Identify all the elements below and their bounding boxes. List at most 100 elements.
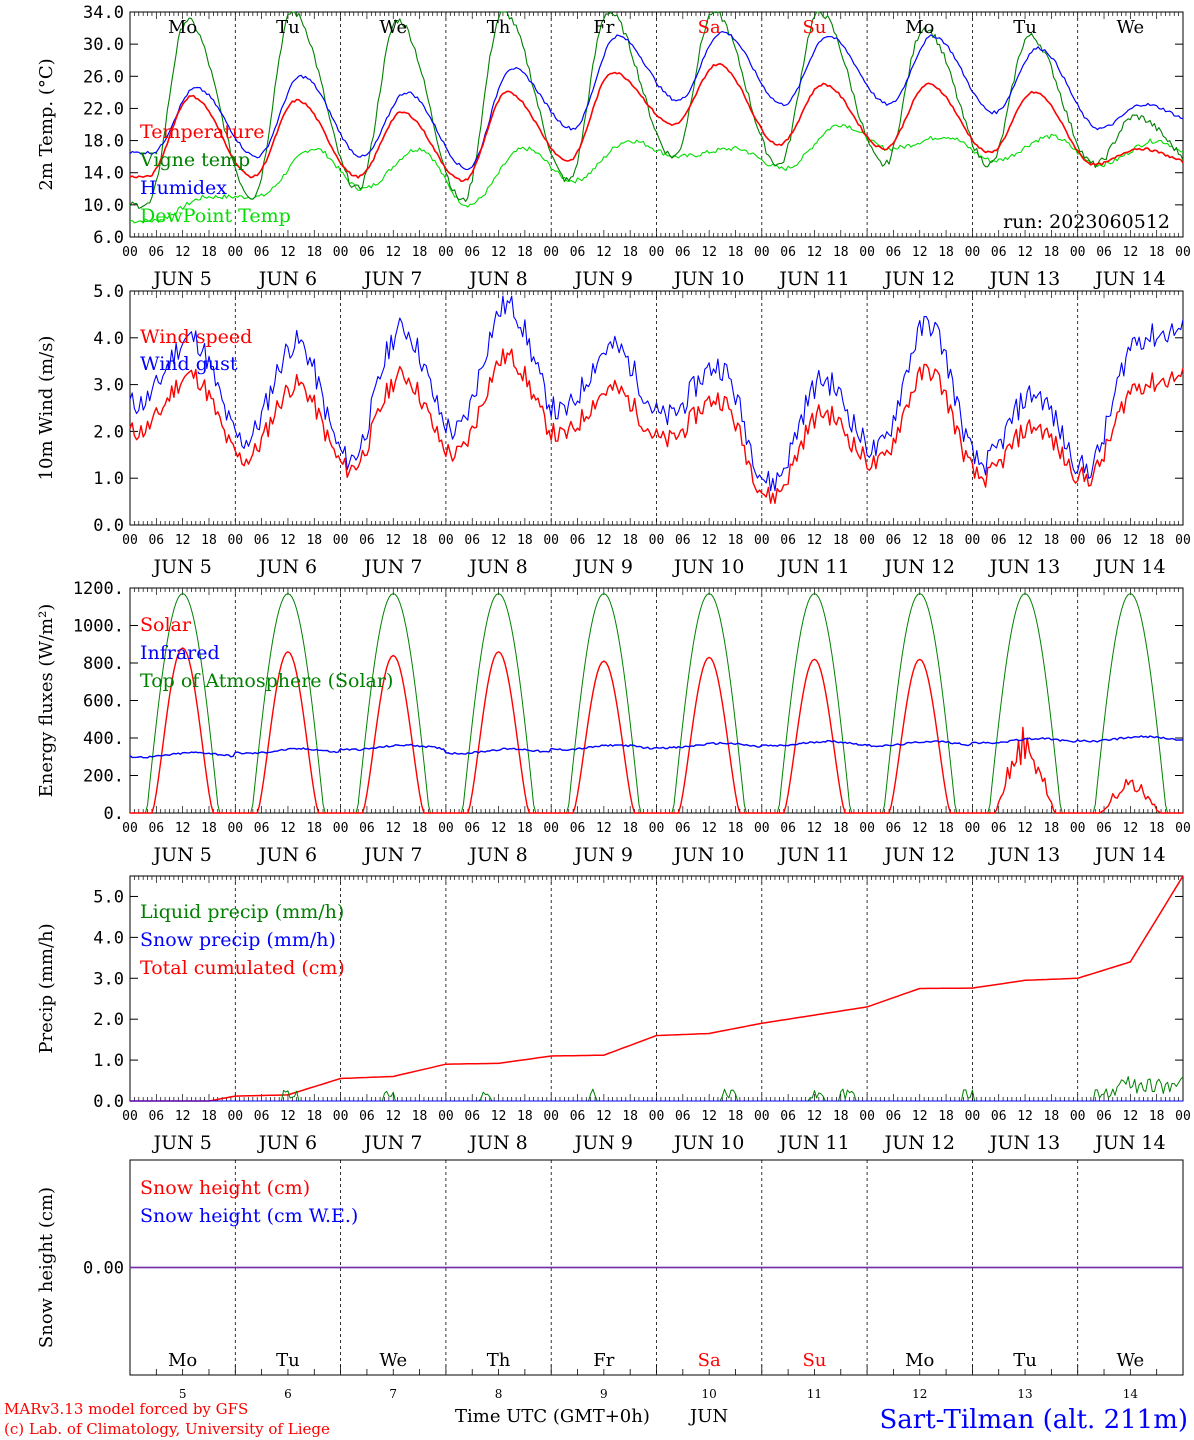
hour-label: 06 — [464, 533, 480, 548]
temperature-line — [129, 63, 1184, 183]
y-axis-label: Precip (mm/h) — [36, 923, 57, 1053]
hour-label: 18 — [201, 533, 217, 548]
hour-label: 06 — [148, 821, 164, 836]
hour-label: 18 — [938, 1109, 954, 1124]
hour-label: 00 — [543, 533, 559, 548]
day-name: Mo — [168, 17, 197, 38]
hour-label: 00 — [227, 1109, 243, 1124]
hour-label: 00 — [438, 821, 454, 836]
date-label: JUN 9 — [573, 556, 633, 578]
hour-label: 00 — [965, 1109, 981, 1124]
hour-label: 12 — [1017, 1109, 1033, 1124]
date-label: JUN 14 — [1093, 556, 1165, 578]
hour-label: 18 — [833, 821, 849, 836]
day-name: Tu — [1013, 17, 1037, 38]
day-number: 14 — [1123, 1387, 1139, 1401]
hour-label: 12 — [596, 533, 612, 548]
date-label: JUN 13 — [988, 268, 1060, 290]
hour-label: 18 — [1044, 821, 1060, 836]
day-name: Th — [487, 1350, 511, 1371]
hour-label: 18 — [306, 1109, 322, 1124]
date-label: JUN 5 — [151, 556, 211, 578]
y-tick-label: 10.0 — [83, 196, 124, 216]
hour-label: 00 — [543, 245, 559, 260]
hour-label: 00 — [1175, 821, 1191, 836]
hour-label: 00 — [649, 245, 665, 260]
y-tick-label: 0. — [104, 804, 124, 824]
date-label: JUN 9 — [573, 268, 633, 290]
hour-label: 00 — [859, 821, 875, 836]
hour-label: 00 — [122, 245, 138, 260]
hour-label: 12 — [491, 533, 507, 548]
hour-label: 18 — [728, 821, 744, 836]
hour-label: 00 — [859, 245, 875, 260]
date-label: JUN 14 — [1093, 844, 1165, 866]
day-name: Th — [487, 17, 511, 38]
hour-label: 00 — [543, 821, 559, 836]
day-number: 11 — [807, 1387, 822, 1401]
hour-label: 18 — [1044, 533, 1060, 548]
hour-label: 06 — [359, 1109, 375, 1124]
date-label: JUN 5 — [151, 1132, 211, 1154]
y-tick-label: 0.0 — [93, 1092, 124, 1112]
hour-label: 00 — [438, 1109, 454, 1124]
hour-label: 06 — [464, 245, 480, 260]
y-tick-label: 800. — [83, 654, 124, 674]
run-annotation: run: 2023060512 — [1003, 211, 1170, 233]
panel-frame — [129, 587, 1184, 814]
date-label: JUN 11 — [777, 1132, 849, 1154]
hour-label: 00 — [1175, 245, 1191, 260]
hour-label: 00 — [649, 1109, 665, 1124]
legend-entry: Snow precip (mm/h) — [140, 929, 336, 951]
hour-label: 12 — [385, 1109, 401, 1124]
hour-label: 06 — [675, 821, 691, 836]
date-label: JUN 9 — [573, 844, 633, 866]
hour-label: 18 — [833, 1109, 849, 1124]
infrared-line — [129, 735, 1184, 759]
hour-label: 18 — [1149, 533, 1165, 548]
y-tick-label: 2.0 — [93, 422, 124, 442]
hour-label: 06 — [780, 533, 796, 548]
hour-label: 12 — [701, 245, 717, 260]
hour-label: 12 — [491, 245, 507, 260]
hour-label: 00 — [965, 533, 981, 548]
legend-entry: DewPoint Temp — [140, 205, 291, 227]
hour-label: 12 — [1017, 245, 1033, 260]
date-label: JUN 9 — [573, 1132, 633, 1154]
hour-label: 12 — [491, 821, 507, 836]
hour-label: 18 — [938, 245, 954, 260]
hour-label: 12 — [280, 821, 296, 836]
hour-label: 00 — [754, 1109, 770, 1124]
day-name: Sa — [698, 17, 721, 38]
hour-label: 00 — [438, 533, 454, 548]
hour-label: 00 — [122, 821, 138, 836]
date-label: JUN 7 — [362, 844, 422, 866]
date-label: JUN 11 — [777, 844, 849, 866]
y-tick-label: 1.0 — [93, 469, 124, 489]
legend-entry: Snow height (cm) — [140, 1177, 310, 1199]
hour-label: 00 — [333, 245, 349, 260]
hour-label: 12 — [807, 821, 823, 836]
hour-label: 12 — [701, 821, 717, 836]
day-name: We — [379, 1350, 407, 1371]
hour-label: 12 — [807, 245, 823, 260]
hour-label: 12 — [1123, 1109, 1139, 1124]
y-tick-label: 6.0 — [93, 228, 124, 248]
hour-label: 18 — [938, 533, 954, 548]
hour-label: 12 — [596, 245, 612, 260]
hour-label: 00 — [543, 1109, 559, 1124]
hour-label: 06 — [780, 821, 796, 836]
hour-label: 18 — [1044, 1109, 1060, 1124]
hour-label: 12 — [912, 821, 928, 836]
legend-entry: Total cumulated (cm) — [140, 957, 345, 979]
hour-label: 18 — [517, 821, 533, 836]
y-tick-label: 0.00 — [83, 1259, 124, 1279]
hour-label: 06 — [570, 245, 586, 260]
hour-label: 12 — [280, 533, 296, 548]
date-label: JUN 6 — [257, 1132, 317, 1154]
hour-label: 00 — [227, 245, 243, 260]
hour-label: 12 — [701, 1109, 717, 1124]
y-tick-label: 1200. — [73, 579, 124, 599]
hour-label: 06 — [991, 245, 1007, 260]
day-name: Tu — [276, 1350, 300, 1371]
